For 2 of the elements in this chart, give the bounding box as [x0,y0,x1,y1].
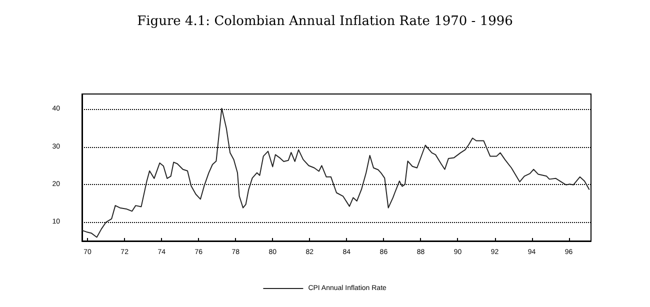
line-series [82,108,590,238]
chart-title: Figure 4.1: Colombian Annual Inflation Rate 1970 - 1996 [137,14,513,29]
